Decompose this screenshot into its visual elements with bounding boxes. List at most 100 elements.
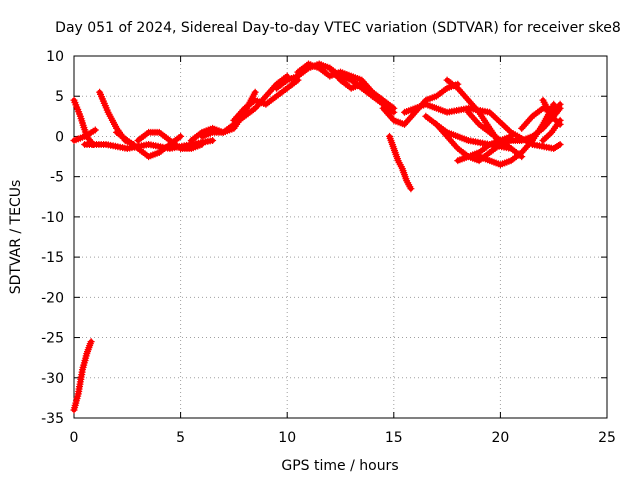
data-point	[455, 86, 463, 94]
data-point	[556, 100, 564, 108]
data-series	[70, 60, 564, 414]
data-point	[385, 111, 393, 119]
series-arc-y	[539, 116, 564, 144]
data-point	[446, 136, 454, 144]
x-tick-label: 20	[491, 430, 509, 446]
series-arc-g	[134, 128, 206, 152]
data-point	[251, 88, 259, 96]
x-tick-label: 5	[176, 430, 185, 446]
series-arc-f	[113, 128, 185, 161]
data-point	[263, 91, 271, 98]
data-point	[390, 108, 398, 116]
data-point	[525, 116, 533, 124]
data-point	[442, 131, 450, 139]
y-tick-label: 10	[46, 49, 64, 65]
y-tick-label: -35	[41, 411, 64, 427]
plot-frame	[73, 55, 608, 419]
data-point	[452, 143, 460, 151]
data-point	[551, 116, 559, 124]
axis-ticks: 0 5 10 15 20 25 10 5 0 -5 -10 -15 -20 -25 -30 -35	[41, 49, 616, 446]
data-point	[332, 71, 340, 79]
data-point	[358, 80, 366, 88]
data-point	[468, 112, 475, 120]
data-point	[519, 123, 527, 131]
data-point	[407, 114, 415, 121]
series-arc-m	[326, 64, 398, 116]
data-point	[436, 124, 443, 132]
data-point	[432, 120, 440, 128]
data-point	[518, 149, 526, 156]
data-point	[468, 100, 475, 108]
data-point	[555, 102, 563, 110]
data-point	[251, 104, 259, 112]
series-arc-c	[70, 126, 99, 144]
x-tick-label: 25	[598, 430, 616, 446]
data-point	[546, 130, 554, 138]
x-tick-label: 0	[70, 430, 79, 446]
data-point	[401, 120, 408, 128]
x-axis-label: GPS time / hours	[281, 458, 398, 474]
y-tick-label: -5	[50, 170, 64, 186]
data-point	[365, 89, 373, 97]
data-point	[177, 132, 185, 140]
data-point	[91, 126, 99, 134]
data-point	[262, 92, 270, 100]
data-point	[231, 115, 239, 123]
data-point	[548, 112, 556, 120]
y-tick-label: -20	[41, 290, 64, 306]
data-point	[235, 111, 242, 119]
data-point	[471, 115, 478, 123]
data-point	[407, 185, 415, 193]
data-point	[519, 147, 527, 155]
data-point	[329, 68, 337, 75]
data-point	[367, 91, 375, 98]
series-arc-i	[198, 72, 291, 140]
y-tick-label: 0	[55, 129, 64, 145]
data-point	[464, 108, 472, 116]
data-point	[87, 338, 95, 346]
data-point	[198, 141, 206, 148]
data-point	[524, 142, 532, 150]
data-point	[521, 145, 529, 153]
data-point	[507, 132, 515, 140]
data-point	[440, 129, 448, 137]
data-point	[463, 95, 471, 102]
data-point	[500, 122, 508, 130]
data-point	[484, 142, 492, 150]
data-point	[491, 113, 499, 121]
data-point	[469, 101, 477, 109]
data-point	[457, 88, 465, 96]
data-point	[327, 66, 335, 74]
data-point	[361, 84, 369, 92]
data-point	[387, 113, 395, 121]
data-point	[326, 64, 334, 72]
data-point	[555, 142, 562, 149]
data-point	[474, 107, 482, 115]
data-point	[539, 137, 547, 144]
grid-lines	[74, 56, 607, 418]
series-arc-u	[454, 132, 515, 165]
data-point	[335, 74, 343, 82]
x-tick-label: 10	[278, 430, 296, 446]
data-point	[265, 89, 273, 97]
data-point	[518, 124, 526, 132]
data-point	[461, 93, 469, 101]
data-point	[239, 106, 247, 114]
data-point	[460, 91, 468, 99]
y-tick-label: -10	[41, 210, 64, 226]
y-axis-label: SDTVAR / TECUs	[8, 180, 24, 295]
y-tick-label: -25	[41, 331, 64, 347]
data-point	[472, 105, 480, 113]
data-point	[334, 73, 341, 81]
data-point	[445, 134, 453, 142]
data-point	[556, 141, 564, 148]
data-point	[359, 82, 367, 90]
data-point	[364, 87, 372, 95]
data-point	[474, 119, 482, 127]
data-point	[469, 114, 477, 121]
data-point	[556, 116, 564, 124]
data-point	[260, 94, 268, 102]
series-arc-v	[475, 100, 558, 169]
data-point	[448, 138, 456, 146]
